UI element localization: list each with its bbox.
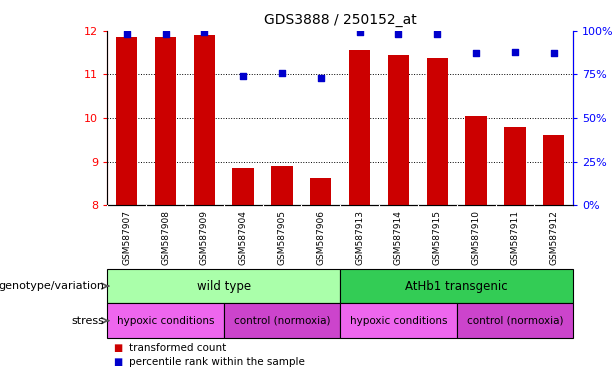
Text: GSM587907: GSM587907 [122,210,131,265]
Text: GSM587914: GSM587914 [394,210,403,265]
Point [199,30,209,36]
Bar [224,303,340,338]
Point [549,50,558,56]
Bar [194,35,215,205]
Text: control (normoxia): control (normoxia) [234,316,330,326]
Bar [272,166,292,205]
Text: wild type: wild type [197,280,251,293]
Bar [107,303,224,338]
Point [471,50,481,56]
Text: GSM587905: GSM587905 [278,210,286,265]
Bar [340,303,457,338]
Text: hypoxic conditions: hypoxic conditions [349,316,447,326]
Text: control (normoxia): control (normoxia) [466,316,563,326]
Text: ■: ■ [113,357,123,367]
Text: genotype/variation: genotype/variation [0,281,104,291]
Bar [388,55,409,205]
Text: stress: stress [71,316,104,326]
Point [161,31,170,37]
Bar [465,116,487,205]
Bar [232,168,254,205]
Text: transformed count: transformed count [129,343,226,353]
Bar [107,269,340,303]
Bar [155,37,176,205]
Text: GSM587904: GSM587904 [238,210,248,265]
Bar [427,58,448,205]
Point [355,30,365,36]
Text: GSM587910: GSM587910 [471,210,481,265]
Point [316,75,326,81]
Text: GSM587915: GSM587915 [433,210,442,265]
Bar [504,127,525,205]
Bar [349,50,370,205]
Text: GSM587909: GSM587909 [200,210,209,265]
Point [510,49,520,55]
Text: GSM587913: GSM587913 [355,210,364,265]
Text: hypoxic conditions: hypoxic conditions [116,316,215,326]
Text: percentile rank within the sample: percentile rank within the sample [129,357,305,367]
Point [122,31,132,37]
Bar [116,37,137,205]
Bar [310,178,332,205]
Text: GSM587906: GSM587906 [316,210,326,265]
Title: GDS3888 / 250152_at: GDS3888 / 250152_at [264,13,417,27]
Bar [457,303,573,338]
Text: GSM587908: GSM587908 [161,210,170,265]
Bar [543,135,565,205]
Point [432,31,442,37]
Text: ■: ■ [113,343,123,353]
Point [277,70,287,76]
Text: GSM587911: GSM587911 [511,210,519,265]
Point [394,31,403,37]
Text: GSM587912: GSM587912 [549,210,558,265]
Bar [340,269,573,303]
Text: AtHb1 transgenic: AtHb1 transgenic [405,280,508,293]
Point [238,73,248,79]
